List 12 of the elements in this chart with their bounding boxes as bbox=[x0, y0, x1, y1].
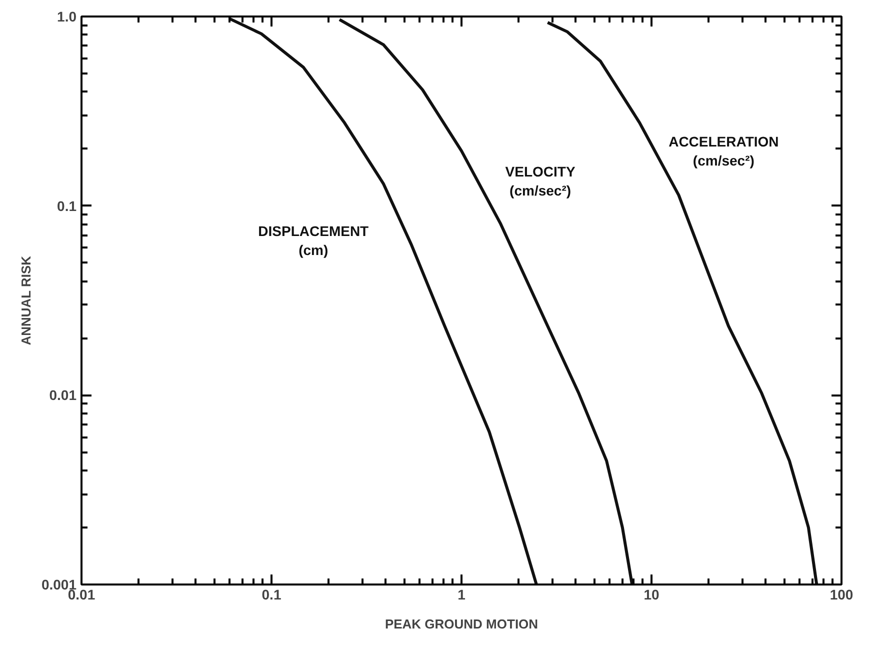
series-label: VELOCITY (cm/sec²) bbox=[505, 164, 576, 199]
x-tick-label: 1 bbox=[458, 586, 466, 602]
y-tick-label: 1.0 bbox=[57, 8, 77, 24]
y-axis-title: ANNUAL RISK bbox=[18, 255, 34, 346]
y-tick-label: 0.01 bbox=[49, 387, 77, 404]
x-tick-label: 100 bbox=[830, 586, 854, 602]
x-tick-label: 0.1 bbox=[262, 586, 282, 602]
x-tick-label: 10 bbox=[644, 586, 660, 602]
y-tick-label: 0.1 bbox=[57, 198, 77, 214]
text: DISPLACEMENT (cm) bbox=[258, 223, 370, 258]
series-label: ACCELERATION (cm/sec²) bbox=[668, 133, 779, 169]
x-axis-title: PEAK GROUND MOTION bbox=[384, 616, 538, 632]
